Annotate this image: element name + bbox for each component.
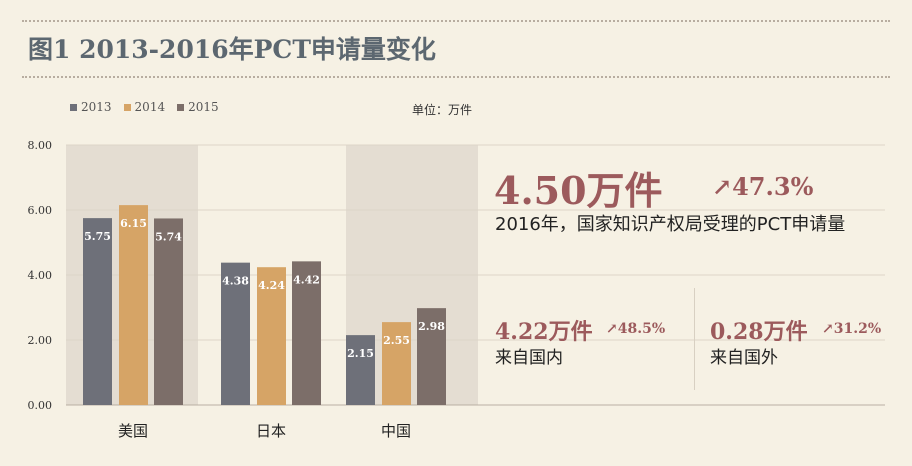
data-label: 5.74 <box>155 230 182 243</box>
arrow-up-right-icon: ↗ <box>822 321 834 337</box>
foreign-change: ↗31.2% <box>822 321 881 337</box>
legend-label-2015: 2015 <box>188 100 219 114</box>
bar-2014-1 <box>257 267 286 405</box>
data-label: 4.42 <box>293 273 320 286</box>
legend: 2013 2014 2015 <box>70 100 219 114</box>
main-change-value: 47.3% <box>732 172 814 201</box>
y-tick-label: 4.00 <box>28 269 53 282</box>
x-category-label: 美国 <box>118 422 148 440</box>
main-value: 4.50万件 <box>494 168 663 213</box>
foreign-change-value: 31.2% <box>833 321 882 337</box>
foreign-description: 来自国外 <box>710 348 778 368</box>
legend-item-2013: 2013 <box>70 100 112 114</box>
y-tick-label: 8.00 <box>28 139 53 152</box>
bar-2015-2 <box>417 308 446 405</box>
bar-2013-0 <box>83 218 112 405</box>
data-label: 4.38 <box>222 275 249 288</box>
arrow-up-right-icon: ↗ <box>712 172 733 201</box>
bar-2013-1 <box>221 262 250 405</box>
domestic-change-value: 48.5% <box>617 321 666 337</box>
main-change: ↗47.3% <box>712 172 813 201</box>
x-category-label: 中国 <box>381 422 411 440</box>
data-label: 2.98 <box>418 320 445 333</box>
data-label: 2.15 <box>347 347 374 360</box>
x-category-label: 日本 <box>256 422 286 440</box>
data-label: 5.75 <box>84 230 111 243</box>
data-label: 6.15 <box>120 217 147 230</box>
bar-2015-0 <box>154 218 183 405</box>
legend-swatch-2015 <box>177 103 185 111</box>
foreign-value: 0.28万件 <box>710 319 808 345</box>
panel-divider <box>694 288 695 390</box>
domestic-change: ↗48.5% <box>606 321 665 337</box>
bar-2014-2 <box>382 322 411 405</box>
data-label: 4.24 <box>258 279 285 292</box>
data-label: 2.55 <box>383 334 410 347</box>
legend-item-2015: 2015 <box>177 100 219 114</box>
main-description: 2016年，国家知识产权局受理的PCT申请量 <box>495 214 846 235</box>
bar-2013-2 <box>346 335 375 405</box>
bar-2015-1 <box>292 261 321 405</box>
legend-label-2013: 2013 <box>81 100 112 114</box>
bar-2014-0 <box>119 205 148 405</box>
y-tick-label: 0.00 <box>28 399 53 412</box>
figure-title: 图1 2013-2016年PCT申请量变化 <box>28 35 436 64</box>
y-tick-label: 6.00 <box>28 204 53 217</box>
arrow-up-right-icon: ↗ <box>606 321 618 337</box>
domestic-description: 来自国内 <box>495 348 563 368</box>
legend-swatch-2013 <box>70 103 77 111</box>
legend-swatch-2014 <box>123 103 131 111</box>
y-tick-label: 2.00 <box>28 334 53 347</box>
bottom-dotted-rule <box>22 76 890 78</box>
legend-item-2014: 2014 <box>123 100 166 114</box>
unit-label: 单位：万件 <box>412 103 473 117</box>
domestic-value: 4.22万件 <box>495 319 593 345</box>
top-dotted-rule <box>22 20 890 22</box>
legend-label-2014: 2014 <box>134 100 166 114</box>
